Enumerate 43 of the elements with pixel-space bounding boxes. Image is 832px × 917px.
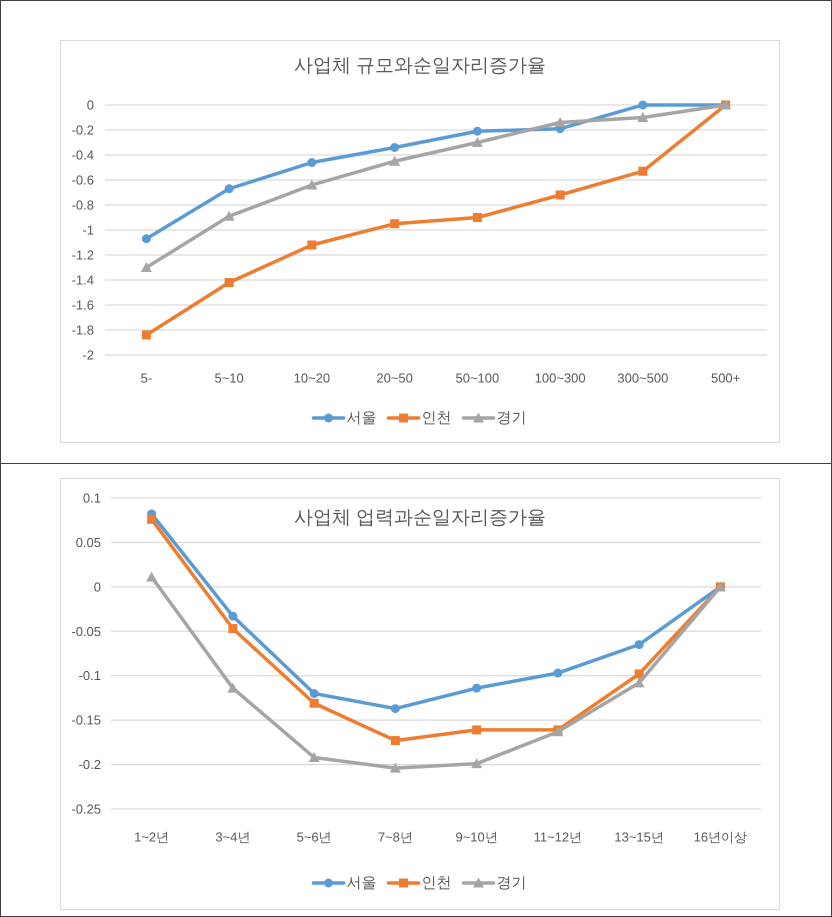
x-tick-label: 3~4년	[215, 830, 250, 844]
y-tick-label: -0.1	[78, 668, 101, 684]
x-tick-label: 5~6년	[296, 830, 332, 844]
y-tick-label: -0.15	[71, 712, 101, 728]
y-tick-label: -1.8	[72, 322, 94, 338]
y-tick-label: -2	[82, 348, 94, 362]
x-tick-label: 5-	[140, 370, 152, 386]
x-tick-label: 16년이상	[694, 830, 748, 844]
y-tick-label: -0.2	[78, 757, 101, 772]
x-tick-label: 50~100	[456, 370, 500, 386]
y-tick-label: -0.6	[72, 172, 94, 188]
x-tick-label: 300~500	[617, 370, 668, 386]
legend-label: 경기	[496, 874, 526, 892]
y-tick-label: -0.05	[71, 624, 101, 639]
y-tick-label: -1.6	[72, 298, 94, 312]
x-tick-label: 13~15년	[614, 830, 664, 844]
x-tick-label: 100~300	[534, 370, 586, 386]
x-tick-label: 10~20	[294, 370, 330, 386]
y-tick-label: -1	[82, 222, 94, 238]
y-tick-label: -1.4	[72, 272, 94, 288]
x-tick-label: 9~10년	[455, 830, 498, 844]
x-tick-label: 20~50	[376, 370, 413, 386]
legend-label: 인천	[422, 874, 452, 892]
legend-label: 서울	[346, 874, 376, 892]
y-tick-label: -1.2	[72, 248, 94, 262]
y-tick-label: -0.8	[72, 198, 94, 212]
y-tick-label: 0	[94, 579, 101, 594]
x-tick-label: 500+	[710, 370, 740, 386]
y-tick-label: -0.25	[71, 802, 101, 816]
legend-label: 인천	[422, 410, 452, 426]
chart-title: 사업체 규모와순일자리증가율	[294, 56, 546, 76]
x-tick-label: 1~2년	[134, 830, 170, 844]
x-tick-label: 5~10	[214, 370, 244, 386]
legend-label: 경기	[496, 410, 526, 426]
text: 사업체 업력과순일자리증가율	[294, 508, 546, 528]
y-tick-label: 0.05	[76, 534, 101, 550]
legend-label: 서울	[346, 410, 376, 426]
y-tick-label: 0	[86, 98, 94, 112]
x-tick-label: 7~8년	[378, 830, 413, 844]
y-tick-label: -0.4	[72, 148, 94, 162]
y-tick-label: 0.1	[82, 490, 101, 506]
x-tick-label: 11~12년	[534, 830, 582, 844]
y-tick-label: -0.2	[72, 122, 94, 138]
